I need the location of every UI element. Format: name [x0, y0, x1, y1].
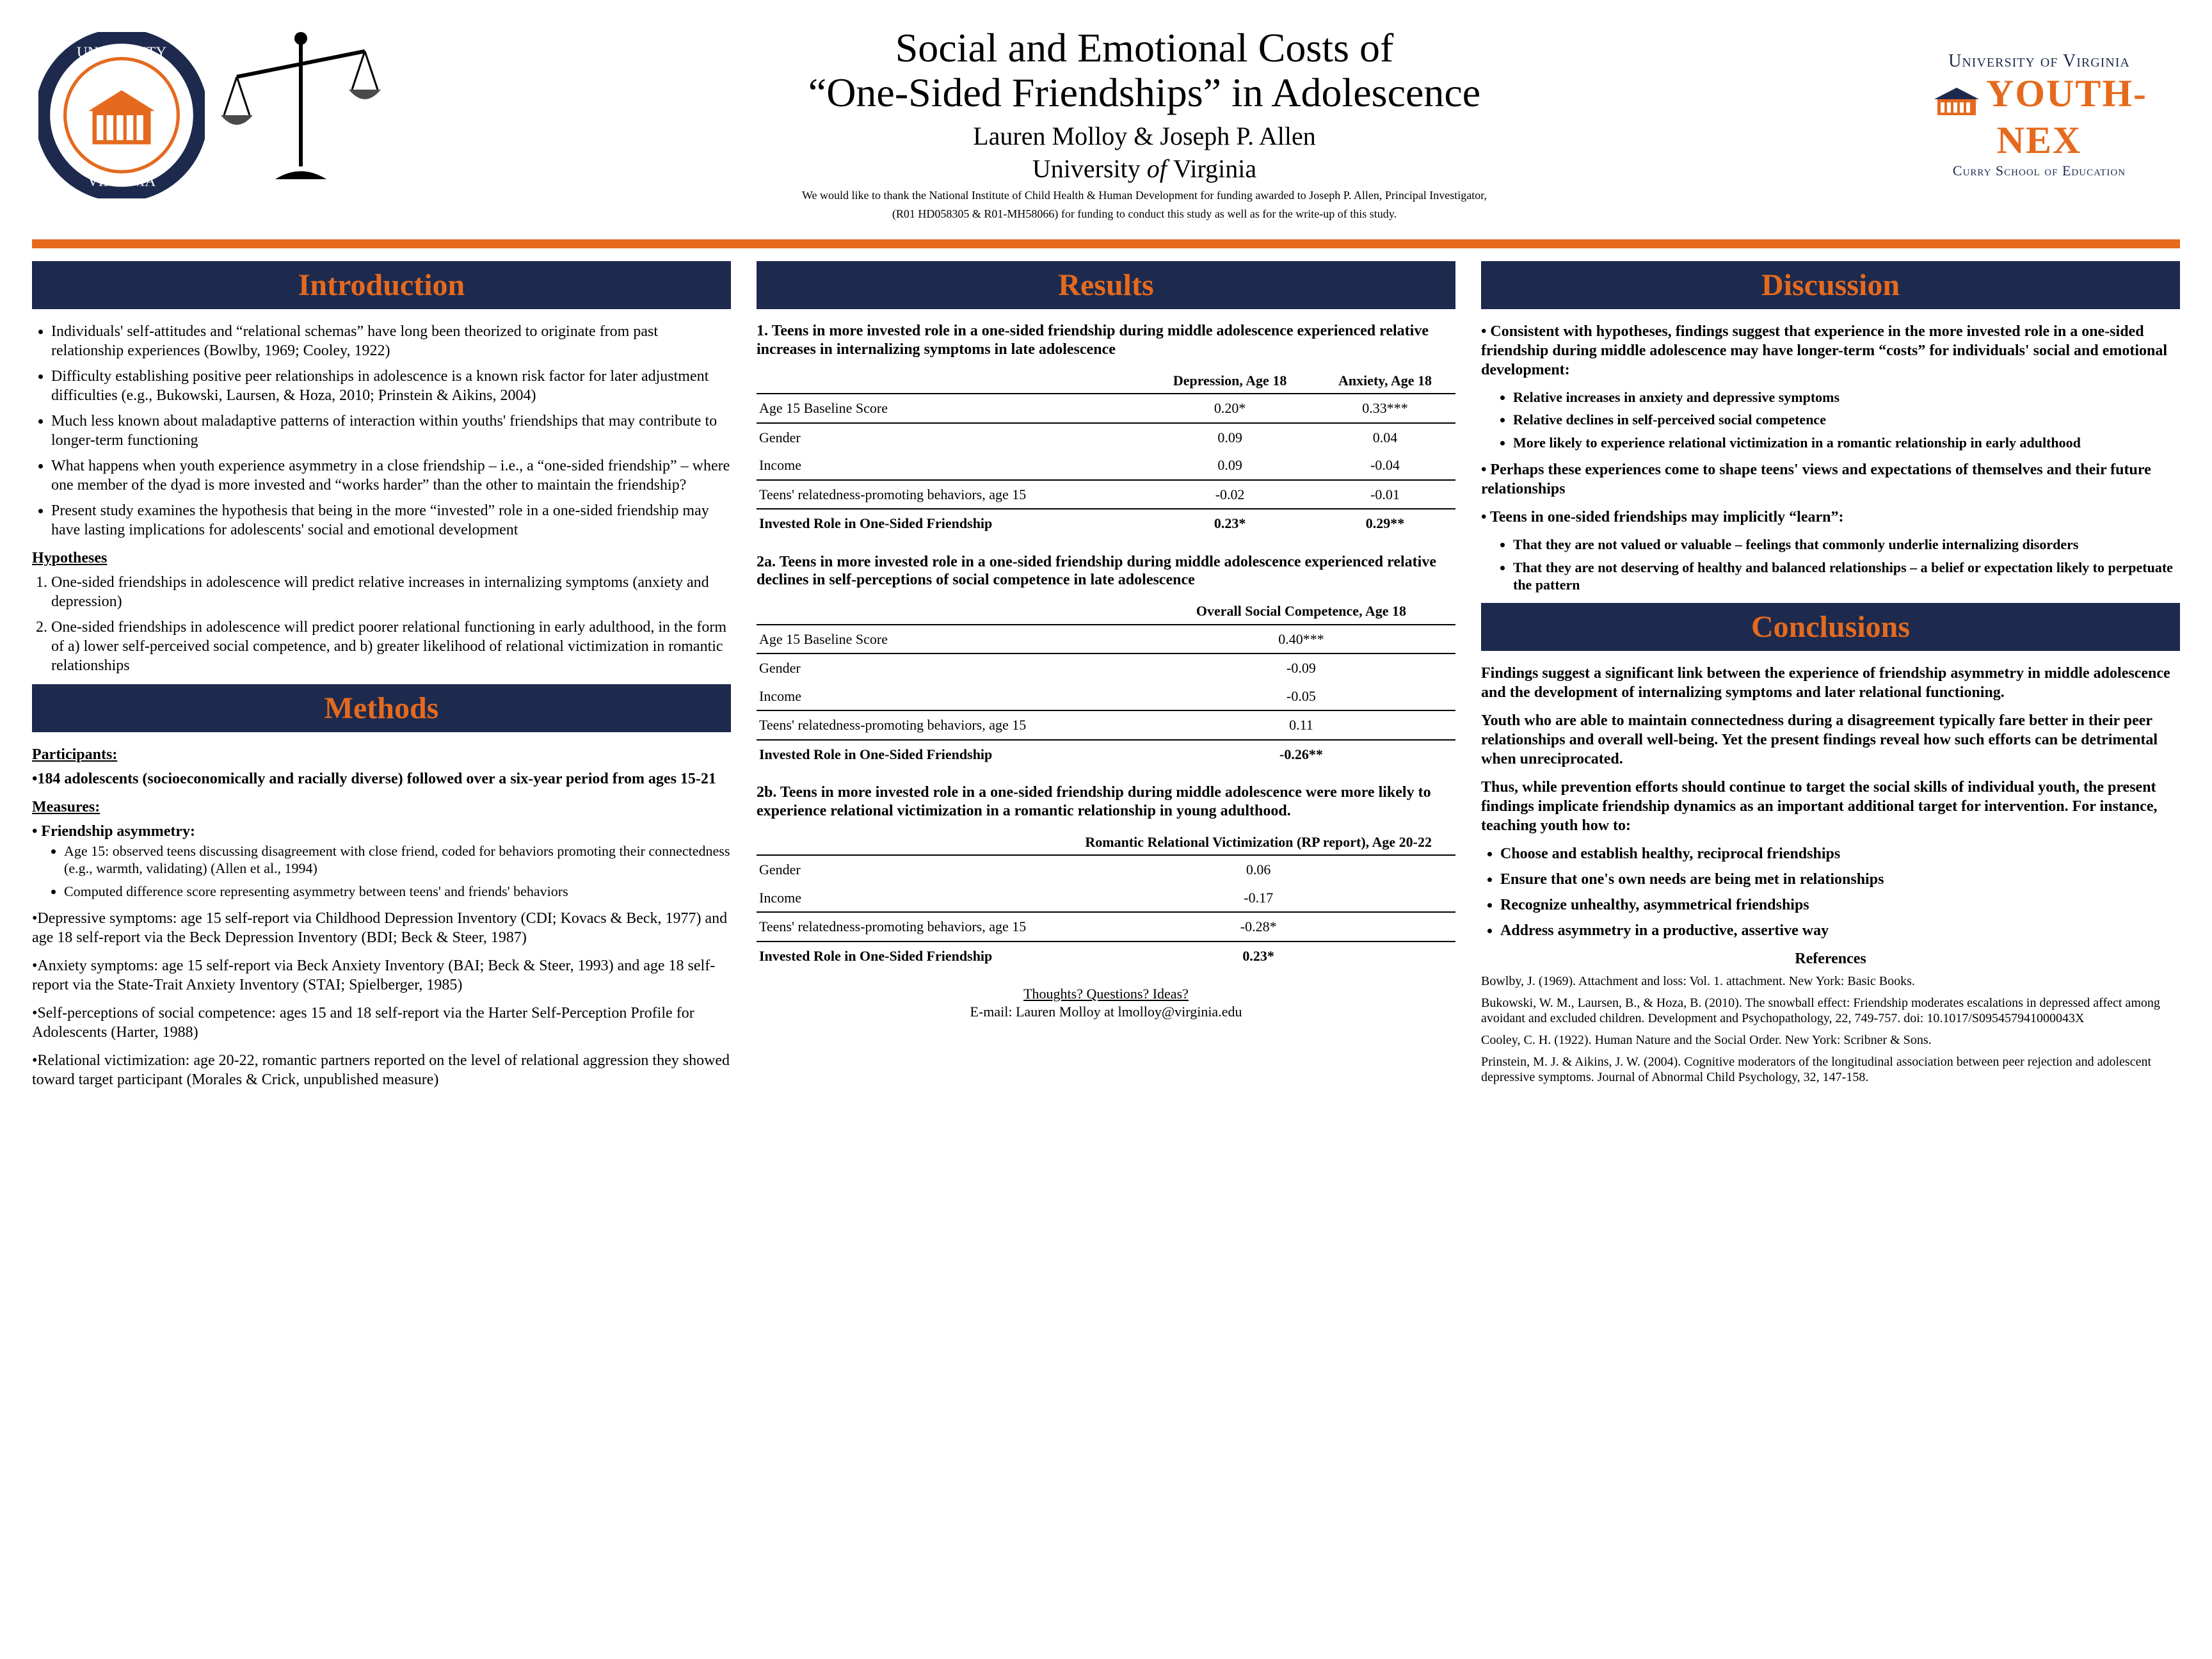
fa-head: • Friendship asymmetry: — [32, 822, 731, 841]
disc-p3: • Teens in one-sided friendships may imp… — [1481, 508, 2180, 527]
main-columns: Introduction Individuals' self-attitudes… — [32, 261, 2180, 1099]
university: University of Virginia — [403, 154, 1886, 184]
conc-p3-bullets: Choose and establish healthy, reciprocal… — [1481, 844, 2180, 940]
hypotheses-list: One-sided friendships in adolescence wil… — [32, 573, 731, 675]
col-left: Introduction Individuals' self-attitudes… — [32, 261, 731, 1099]
conclusions-header: Conclusions — [1481, 603, 2180, 651]
measures-head: Measures: — [32, 797, 731, 817]
intro-bullet: Individuals' self-attitudes and “relatio… — [51, 322, 731, 360]
intro-bullet: What happens when youth experience asymm… — [51, 456, 731, 495]
results-cap1: 1. Teens in more invested role in a one-… — [757, 322, 1455, 359]
intro-bullet: Much less known about maladaptive patter… — [51, 412, 731, 450]
col-mid: Results 1. Teens in more invested role i… — [757, 261, 1455, 1099]
results-table-1: Depression, Age 18Anxiety, Age 18 Age 15… — [757, 368, 1455, 538]
funding-line2: (R01 HD058305 & R01-MH58066) for funding… — [403, 207, 1886, 221]
results-header: Results — [757, 261, 1455, 309]
conc-p1: Findings suggest a significant link betw… — [1481, 664, 2180, 702]
authors: Lauren Molloy & Joseph P. Allen — [403, 121, 1886, 151]
header: UNIVERSITY VIRGINIA Social and Emotional… — [32, 19, 2180, 234]
refs-head: References — [1481, 949, 2180, 968]
soc-measure: •Self-perceptions of social competence: … — [32, 1004, 731, 1042]
disc-p3-bullets: That they are not valued or valuable – f… — [1481, 536, 2180, 594]
contact-footer: Thoughts? Questions? Ideas? E-mail: Laur… — [757, 985, 1455, 1020]
intro-bullets: Individuals' self-attitudes and “relatio… — [32, 322, 731, 540]
funding-line1: We would like to thank the National Inst… — [403, 189, 1886, 203]
disc-p2: • Perhaps these experiences come to shap… — [1481, 460, 2180, 499]
title-block: Social and Emotional Costs of “One-Sided… — [390, 26, 1898, 221]
hypothesis: One-sided friendships in adolescence wil… — [51, 573, 731, 611]
disc-p1: • Consistent with hypotheses, findings s… — [1481, 322, 2180, 380]
scales-icon — [211, 26, 390, 196]
intro-header: Introduction — [32, 261, 731, 309]
fa-bullets: Age 15: observed teens discussing disagr… — [32, 842, 731, 901]
title-line2: “One-Sided Friendships” in Adolescence — [403, 70, 1886, 115]
svg-text:VIRGINIA: VIRGINIA — [88, 173, 156, 190]
results-table-2: Overall Social Competence, Age 18 Age 15… — [757, 598, 1455, 768]
disc-p1-bullets: Relative increases in anxiety and depres… — [1481, 389, 2180, 452]
orange-divider — [32, 239, 2180, 248]
dep-measure: •Depressive symptoms: age 15 self-report… — [32, 909, 731, 947]
hypothesis: One-sided friendships in adolescence wil… — [51, 618, 731, 675]
discussion-header: Discussion — [1481, 261, 2180, 309]
methods-header: Methods — [32, 684, 731, 732]
rel-measure: •Relational victimization: age 20-22, ro… — [32, 1051, 731, 1089]
participants-text: •184 adolescents (socioeconomically and … — [32, 769, 731, 789]
title-line1: Social and Emotional Costs of — [403, 26, 1886, 70]
conc-p2: Youth who are able to maintain connected… — [1481, 711, 2180, 769]
references: Bowlby, J. (1969). Attachment and loss: … — [1481, 974, 2180, 1085]
youth-nex-logo: University of Virginia YOUTH-NEX Curry S… — [1898, 26, 2180, 179]
hypotheses-head: Hypotheses — [32, 549, 731, 568]
svg-text:UNIVERSITY: UNIVERSITY — [77, 44, 166, 61]
intro-bullet: Difficulty establishing positive peer re… — [51, 367, 731, 405]
results-table-3: Romantic Relational Victimization (RP re… — [757, 830, 1455, 970]
results-cap2b: 2b. Teens in more invested role in a one… — [757, 783, 1455, 821]
col-right: Discussion • Consistent with hypotheses,… — [1481, 261, 2180, 1099]
intro-bullet: Present study examines the hypothesis th… — [51, 501, 731, 540]
results-cap2a: 2a. Teens in more invested role in a one… — [757, 553, 1455, 590]
participants-head: Participants: — [32, 745, 731, 764]
conc-p3: Thus, while prevention efforts should co… — [1481, 778, 2180, 835]
uva-seal: UNIVERSITY VIRGINIA — [32, 26, 211, 205]
anx-measure: •Anxiety symptoms: age 15 self-report vi… — [32, 956, 731, 995]
